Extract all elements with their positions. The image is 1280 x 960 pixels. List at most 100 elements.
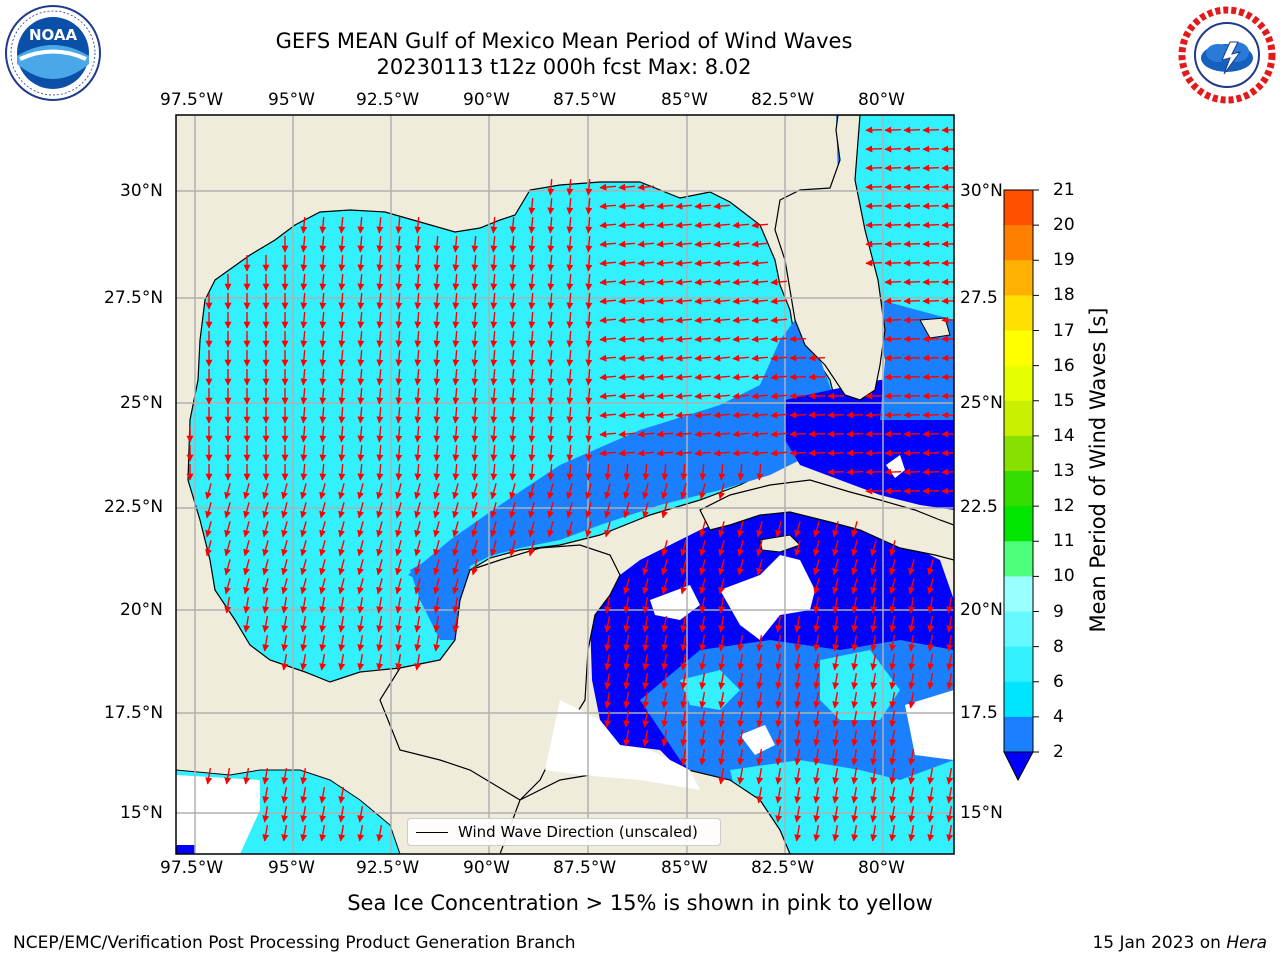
lat-label-right: 30°N: [960, 181, 1003, 201]
wind-wave-arrow: [262, 786, 270, 804]
colorbar-tick-label: 4: [1053, 706, 1064, 727]
wind-wave-arrow: [884, 202, 902, 210]
wind-wave-arrow: [694, 373, 712, 381]
wind-wave-arrow: [509, 311, 517, 329]
wind-wave-arrow: [718, 710, 726, 728]
wind-wave-arrow: [623, 672, 631, 690]
wind-wave-arrow: [737, 559, 744, 576]
wind-wave-arrow: [756, 559, 763, 576]
wind-wave-arrow: [452, 330, 460, 348]
wind-wave-arrow: [395, 653, 403, 671]
wind-wave-arrow: [585, 216, 593, 234]
wind-wave-arrow: [851, 653, 859, 671]
wind-wave-arrow: [889, 615, 897, 633]
wind-wave-arrow: [376, 273, 384, 291]
lat-label-left: 22.5°N: [104, 497, 164, 517]
wind-wave-arrow: [395, 596, 403, 614]
wind-wave-arrow: [414, 349, 422, 367]
wind-wave-arrow: [618, 373, 636, 381]
wind-wave-arrow: [851, 634, 859, 652]
wind-wave-arrow: [889, 653, 897, 671]
gulf-band-blue: [408, 320, 835, 635]
wind-wave-arrow: [357, 824, 365, 842]
wind-wave-arrow: [851, 521, 858, 538]
wind-wave-arrow: [604, 596, 612, 614]
wind-wave-arrow: [642, 578, 649, 595]
wind-wave-arrow: [789, 430, 807, 438]
wind-wave-arrow: [794, 691, 802, 709]
wind-wave-arrow: [357, 502, 364, 519]
wind-wave-arrow: [675, 221, 693, 229]
wind-wave-arrow: [471, 292, 479, 310]
wind-wave-arrow: [300, 387, 308, 405]
wind-wave-arrow: [903, 240, 921, 248]
wind-wave-arrow: [884, 468, 902, 476]
wind-wave-arrow: [471, 463, 479, 481]
wind-wave-arrow: [751, 259, 769, 267]
wind-wave-arrow: [471, 330, 479, 348]
wind-wave-arrow: [395, 615, 403, 633]
wind-wave-arrow: [300, 483, 307, 500]
colorbar-segment: [1004, 471, 1033, 507]
wind-wave-arrow: [623, 578, 630, 595]
wind-wave-arrow: [490, 235, 498, 253]
wind-wave-arrow: [903, 164, 921, 172]
wind-wave-arrow: [870, 672, 878, 690]
wind-wave-arrow: [656, 240, 674, 248]
wind-wave-arrow: [941, 259, 954, 267]
wind-wave-arrow: [509, 216, 517, 234]
wind-wave-arrow: [794, 615, 802, 633]
wind-wave-arrow: [832, 578, 839, 595]
wind-wave-arrow: [694, 278, 712, 286]
wind-wave-arrow: [281, 634, 289, 652]
wind-wave-arrow: [376, 216, 384, 234]
wind-wave-arrow: [789, 373, 807, 381]
wind-wave-arrow: [319, 483, 326, 500]
wind-wave-arrow: [338, 615, 346, 633]
wind-wave-arrow: [395, 311, 403, 329]
wind-wave-arrow: [433, 406, 441, 424]
wind-wave-arrow: [865, 126, 883, 134]
wind-wave-arrow: [338, 444, 346, 462]
wind-wave-arrow: [737, 653, 745, 671]
wind-wave-arrow: [832, 729, 840, 747]
wind-wave-arrow: [319, 387, 327, 405]
wind-wave-arrow: [319, 805, 327, 823]
wind-wave-arrow: [922, 373, 940, 381]
wind-wave-arrow: [642, 559, 649, 576]
wind-wave-arrow: [846, 430, 864, 438]
wind-wave-arrow: [946, 615, 954, 633]
wind-wave-arrow: [490, 406, 498, 424]
wind-wave-arrow: [865, 430, 883, 438]
wind-wave-arrow: [713, 392, 731, 400]
wind-wave-arrow: [300, 463, 308, 481]
wind-wave-arrow: [452, 596, 460, 614]
legend-line-swatch: [416, 832, 448, 833]
wind-wave-arrow: [642, 596, 650, 614]
wind-wave-arrow: [319, 444, 327, 462]
wind-wave-arrow: [547, 292, 555, 310]
wind-wave-arrow: [775, 634, 783, 652]
wind-wave-arrow: [922, 354, 940, 362]
wind-wave-arrow: [865, 183, 883, 191]
wind-wave-arrow: [224, 483, 231, 500]
lat-label-left: 30°N: [120, 181, 163, 201]
wind-wave-arrow: [870, 767, 878, 785]
wind-wave-arrow: [509, 387, 517, 405]
atlantic-east-water: [840, 115, 954, 350]
wind-wave-arrow: [338, 502, 345, 519]
wind-wave-arrow: [300, 824, 308, 842]
wind-wave-arrow: [471, 521, 478, 538]
wind-wave-arrow: [946, 805, 954, 823]
colorbar-tick-label: 13: [1053, 461, 1075, 481]
wind-wave-arrow: [599, 430, 617, 438]
wind-wave-arrow: [338, 596, 346, 614]
wind-wave-arrow: [775, 767, 783, 785]
wind-wave-arrow: [922, 202, 940, 210]
wind-wave-arrow: [471, 540, 478, 557]
wind-wave-arrow: [865, 487, 883, 495]
wind-wave-arrow: [262, 596, 270, 614]
footer-branch: NCEP/EMC/Verification Post Processing Pr…: [13, 933, 576, 953]
wind-wave-arrow: [618, 392, 636, 400]
wind-wave-arrow: [224, 521, 231, 538]
